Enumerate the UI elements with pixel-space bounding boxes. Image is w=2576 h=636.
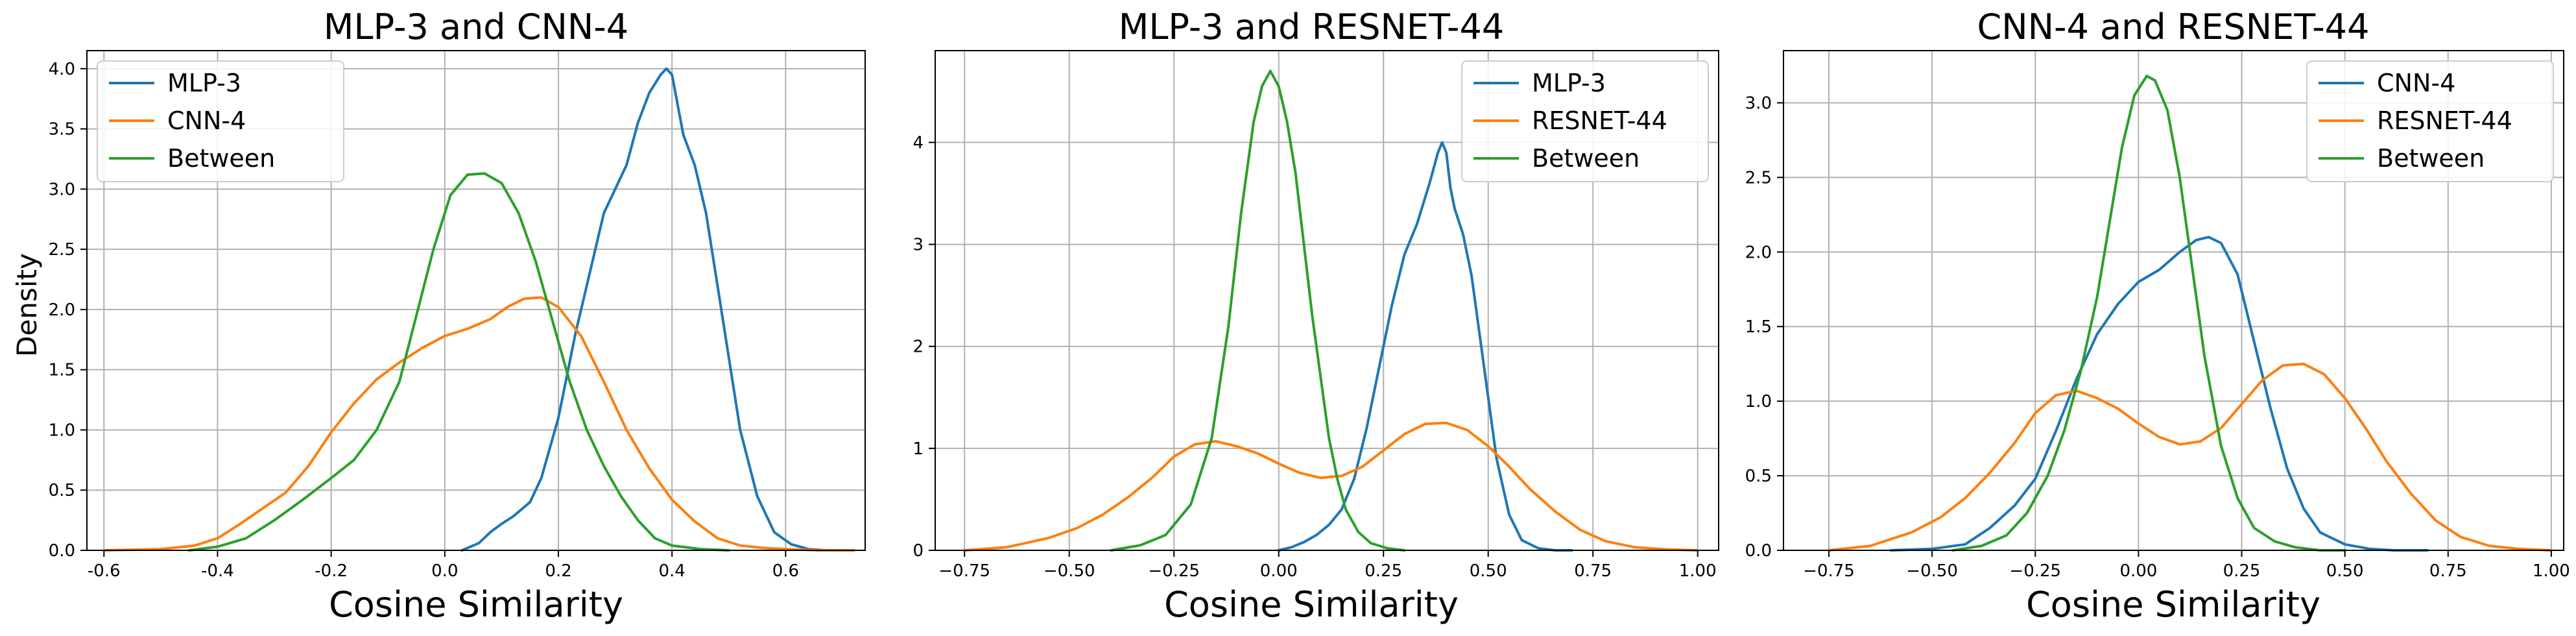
x-tick-label: 0.50 [1470,561,1507,581]
series-line-between [1110,69,1406,552]
panel-3-title: CNN-4 and RESNET-44 [1977,6,2370,47]
axes-frame [935,50,1719,551]
y-tick-label: 2 [912,337,924,357]
legend-label: Between [1532,144,1640,173]
panel-1-plot: -0.6 -0.4 -0.2 0.0 0.2 0.4 0.6 0.0 0.5 1.0 1.5 2.0 2… [49,50,866,581]
legend-label: RESNET-44 [2377,106,2512,135]
x-tick-label: 0.50 [2326,561,2364,581]
x-tick-label: 1.00 [2533,561,2570,581]
panel-1-xlabel: Cosine Similarity [329,584,623,625]
legend-label: CNN-4 [2377,69,2455,97]
x-tick-label: 0.0 [431,561,458,581]
y-tick-label: 2.0 [49,300,75,320]
x-tick-label: 0.25 [2223,561,2261,581]
y-tick-label: 2.5 [49,240,75,260]
series-line-cnn-4 [102,296,855,552]
y-tick-label: 0.5 [1745,467,1772,486]
y-tick-label: 1.5 [1745,317,1772,337]
x-tick-label: 0.00 [1260,561,1298,581]
series-line-mlp-3 [460,67,855,552]
x-tick-label: −0.50 [1044,561,1095,581]
x-tick-label: 0.2 [545,561,571,581]
legend-box [2306,60,2554,182]
legend: MLP-3 RESNET-44 Between [1461,60,1709,182]
panel-2: MLP-3 and RESNET-44 Cosine Similarity [1119,6,1504,625]
series-line-between [1951,75,2346,552]
legend-label: Between [167,144,275,173]
y-tick-label: 3.5 [49,120,75,140]
panel-1: MLP-3 and CNN-4 Density Cosine Similarit… [11,6,628,625]
legend: MLP-3 CNN-4 Between [97,60,344,182]
y-tick-label: 3 [912,236,924,255]
panel-2-plot: −0.75 −0.50 −0.25 0.00 0.25 0.50 0.75 1.00 0 1 2 3 4… [912,50,1719,581]
panel-1-title: MLP-3 and CNN-4 [324,6,628,47]
y-tick-label: 0.5 [49,481,75,500]
panel-2-xlabel: Cosine Similarity [1164,584,1459,625]
x-tick-label: −0.75 [1803,561,1855,581]
legend-label: CNN-4 [167,106,246,135]
series-line-mlp-3 [1277,141,1573,552]
y-tick-label: 2.0 [1745,243,1772,262]
y-tick-label: 4.0 [49,60,75,79]
x-tick-label: −0.50 [1906,561,1958,581]
y-tick-label: 1 [912,439,924,459]
x-tick-label: -0.6 [88,561,121,581]
series-line-resnet-44 [1828,362,2553,552]
series-line-between [187,172,730,552]
x-tick-label: 0.00 [2119,561,2157,581]
panel-3: CNN-4 and RESNET-44 Cosine Similarity [1977,6,2370,625]
x-tick-label: -0.2 [315,561,348,581]
y-tick-label: 4 [912,133,924,153]
legend-label: MLP-3 [167,69,241,97]
y-tick-label: 1.0 [49,421,75,440]
x-tick-label: 0.75 [1574,561,1612,581]
x-tick-label: 0.4 [659,561,686,581]
y-tick-label: 3.0 [1745,93,1772,113]
legend-box [1461,60,1709,182]
y-tick-label: 3.0 [49,180,75,199]
axes-frame [1783,50,2564,551]
y-tick-label: 1.5 [49,361,75,380]
y-tick-label: 1.0 [1745,392,1772,411]
x-tick-label: −0.25 [2009,561,2061,581]
x-tick-label: 0.75 [2429,561,2467,581]
axes-frame [86,50,866,551]
legend: CNN-4 RESNET-44 Between [2306,60,2554,182]
y-tick-label: 2.5 [1745,168,1772,188]
legend-label: RESNET-44 [1532,106,1667,135]
panel-3-plot: −0.75 −0.50 −0.25 0.00 0.25 0.50 0.75 1.00 0.0 0.… [1745,50,2570,581]
y-tick-label: 0 [912,541,924,561]
x-tick-label: 0.25 [1365,561,1402,581]
x-tick-label: −0.75 [938,561,990,581]
x-tick-label: −0.25 [1148,561,1200,581]
panel-2-title: MLP-3 and RESNET-44 [1119,6,1504,47]
legend-label: MLP-3 [1532,69,1606,97]
legend-box [97,60,344,182]
legend-label: Between [2377,144,2485,173]
y-tick-label: 0.0 [1745,541,1772,561]
series-line-resnet-44 [963,421,1699,552]
x-tick-label: 1.00 [1679,561,1717,581]
x-tick-label: 0.6 [772,561,799,581]
y-tick-label: 0.0 [49,541,75,561]
x-tick-label: -0.4 [201,561,234,581]
panel-3-xlabel: Cosine Similarity [2026,584,2320,625]
panel-1-ylabel: Density [11,253,43,357]
